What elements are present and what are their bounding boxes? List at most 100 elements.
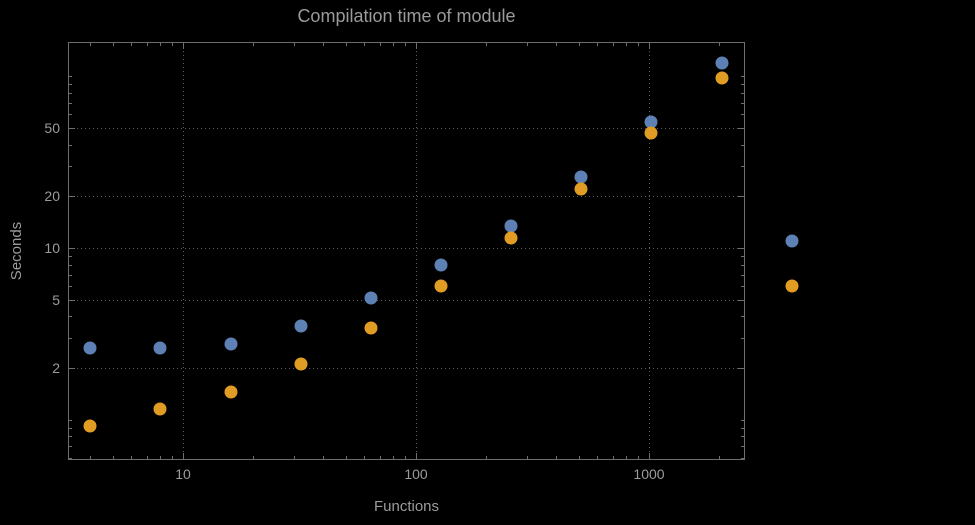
x-tick-mark: [364, 456, 366, 459]
y-tick-mark: [69, 446, 72, 448]
y-tick-mark: [69, 368, 75, 369]
gridline-x-100: [416, 43, 417, 459]
x-tick-mark: [626, 43, 628, 46]
series-orange-point-outside: [785, 279, 799, 293]
y-tick-mark: [741, 274, 744, 276]
x-tick-label: 100: [404, 466, 428, 482]
y-tick-mark: [69, 102, 72, 104]
series-blue-point: [153, 341, 167, 355]
series-orange-point: [504, 231, 518, 245]
y-tick-mark: [69, 419, 72, 421]
series-blue-point-outside: [785, 234, 799, 248]
x-tick-mark: [578, 43, 580, 46]
x-tick-mark: [131, 43, 133, 46]
y-tick-mark: [741, 316, 744, 318]
series-orange-point: [224, 385, 238, 399]
x-tick-mark: [345, 456, 347, 459]
y-tick-mark: [738, 196, 744, 198]
y-tick-mark: [741, 337, 744, 339]
y-tick-mark: [69, 457, 72, 459]
x-tick-mark: [405, 43, 407, 46]
x-tick-mark: [405, 456, 407, 459]
y-tick-mark: [69, 274, 72, 276]
x-tick-mark: [323, 43, 325, 46]
x-tick-mark: [90, 456, 92, 459]
x-tick-mark: [638, 43, 640, 46]
series-blue-point: [224, 337, 238, 351]
x-tick-mark: [131, 456, 133, 459]
x-tick-mark: [393, 43, 395, 46]
x-tick-mark: [146, 456, 148, 459]
y-tick-mark: [741, 427, 744, 429]
y-tick-mark: [741, 419, 744, 421]
series-orange-point: [294, 357, 308, 371]
x-tick-label: 10: [175, 466, 191, 482]
chart-title: Compilation time of module: [297, 6, 516, 26]
x-tick-mark: [612, 43, 614, 46]
x-tick-mark: [527, 43, 529, 46]
gridline-y-10: [69, 248, 744, 249]
y-tick-mark: [738, 248, 744, 249]
y-tick-mark: [738, 127, 744, 129]
series-orange-point: [364, 321, 378, 335]
y-tick-mark: [69, 127, 75, 129]
y-tick-label: 2: [52, 360, 60, 376]
gridline-x-10: [183, 43, 184, 459]
y-tick-mark: [741, 286, 744, 288]
series-orange-point: [434, 279, 448, 293]
x-tick-mark: [638, 456, 640, 459]
gridline-y-20: [69, 196, 744, 198]
y-tick-mark: [69, 166, 72, 168]
y-tick-mark: [69, 196, 75, 198]
x-tick-mark: [112, 43, 114, 46]
series-blue-point: [504, 219, 518, 233]
x-tick-mark: [160, 43, 162, 46]
y-tick-mark: [741, 457, 744, 459]
series-blue-point: [434, 258, 448, 272]
y-tick-mark: [69, 436, 72, 438]
series-orange-point: [715, 71, 729, 85]
x-tick-mark: [253, 43, 255, 46]
x-tick-mark: [172, 43, 174, 46]
x-tick-mark: [364, 43, 366, 46]
x-tick-mark: [172, 456, 174, 459]
x-tick-mark: [146, 43, 148, 46]
x-tick-mark: [183, 43, 184, 49]
y-tick-mark: [69, 427, 72, 429]
x-tick-mark: [112, 456, 114, 459]
y-tick-mark: [741, 76, 744, 78]
gridline-y-2: [69, 368, 744, 369]
x-tick-mark: [160, 456, 162, 459]
y-tick-mark: [69, 92, 72, 94]
x-tick-mark: [90, 43, 92, 46]
y-tick-mark: [69, 255, 72, 257]
x-tick-mark: [527, 456, 529, 459]
x-tick-mark: [253, 456, 255, 459]
gridline-y-50: [69, 127, 744, 129]
x-tick-mark: [379, 43, 381, 46]
x-tick-mark: [649, 453, 650, 459]
x-tick-mark: [345, 43, 347, 46]
series-blue-point: [83, 341, 97, 355]
x-tick-mark: [612, 456, 614, 459]
x-tick-mark: [719, 456, 721, 459]
x-axis-label: Functions: [373, 498, 440, 515]
x-tick-label: 1000: [633, 466, 665, 482]
y-tick-mark: [741, 264, 744, 266]
y-tick-mark: [738, 368, 744, 369]
series-orange-point: [153, 402, 167, 416]
y-tick-label: 20: [44, 188, 60, 205]
x-tick-mark: [379, 456, 381, 459]
x-tick-mark: [416, 453, 417, 459]
y-tick-label: 10: [44, 240, 60, 256]
x-tick-mark: [323, 456, 325, 459]
y-tick-mark: [69, 84, 72, 86]
series-blue-point: [294, 319, 308, 333]
x-tick-mark: [719, 43, 721, 46]
x-tick-mark: [649, 43, 650, 49]
y-tick-mark: [741, 114, 744, 116]
series-blue-point: [574, 170, 588, 184]
x-tick-mark: [294, 456, 296, 459]
y-tick-mark: [741, 166, 744, 168]
